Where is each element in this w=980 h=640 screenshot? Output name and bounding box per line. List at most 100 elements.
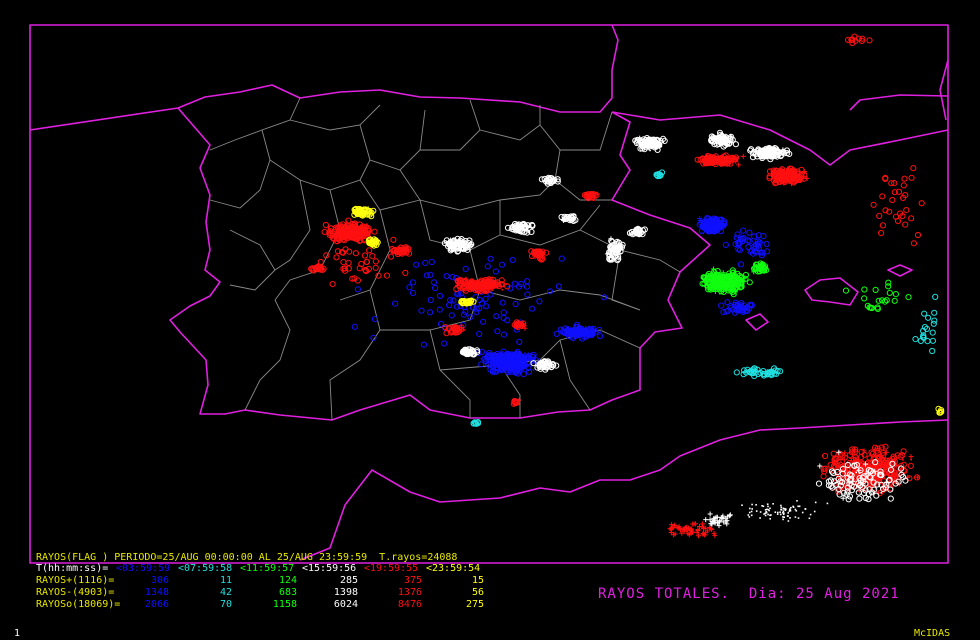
strike-marker [428,258,435,266]
strike-marker [738,288,741,290]
strike-marker [504,360,511,367]
strike-marker [368,209,375,216]
strike-marker [676,524,682,530]
strike-marker [908,215,915,222]
period-segment-4: <15:59:56 [302,563,357,574]
strike-marker [775,153,778,156]
strike-marker [526,368,533,375]
strike-marker [351,323,358,330]
strike-marker [463,350,470,358]
strike-marker [907,462,914,469]
strike-marker [782,513,785,516]
strike-marker [846,480,853,487]
strike-marker [669,522,675,528]
strike-marker [889,460,896,467]
strike-marker [705,286,712,293]
strike-marker [774,177,776,180]
strike-marker [703,517,709,523]
strike-marker [469,304,477,311]
strike-marker [892,291,900,298]
strike-marker [880,492,883,494]
strike-marker [784,509,787,511]
strike-marker [913,474,921,481]
strike-marker [317,265,325,273]
strike-marker [938,408,945,415]
strike-marker [530,226,533,229]
strike-marker [883,449,889,455]
strike-marker [476,305,483,312]
strike-marker [340,265,347,272]
strike-marker [457,330,460,333]
strike-marker [900,448,907,455]
strike-marker [902,459,904,461]
strike-marker [550,366,553,368]
strike-marker [608,237,615,245]
strike-marker [783,512,785,514]
strike-marker [790,506,792,509]
strike-marker [881,298,889,305]
strike-marker [772,503,774,505]
strike-marker [418,307,425,314]
strike-marker [427,296,434,304]
strike-marker [766,503,769,505]
strike-marker [718,132,726,139]
strike-marker [513,225,521,232]
strike-marker [872,485,874,487]
strike-marker [701,274,708,281]
strike-marker [707,273,714,280]
strike-marker [732,141,740,148]
strike-marker [446,325,453,332]
strike-marker [713,225,720,232]
strike-marker [779,513,782,516]
strike-marker [544,180,551,187]
period-segment-5: <19:59:55 [364,563,419,574]
strike-marker [848,487,856,494]
strike-marker [471,419,478,426]
strike-marker [861,295,868,302]
strike-marker [740,227,747,234]
strike-marker [740,371,747,378]
strike-marker [334,248,342,255]
strike-marker [885,279,892,286]
strike-marker [859,461,862,463]
strike-marker [842,287,850,294]
map-frame [29,24,949,564]
strike-marker [751,503,753,506]
strike-marker [910,458,912,461]
strike-marker [792,506,795,508]
region-border [559,339,591,411]
strike-marker [897,453,904,460]
strike-marker [461,282,468,289]
strike-marker [721,220,728,228]
strike-marker [780,147,786,153]
strike-marker [848,472,855,479]
strike-marker [562,325,569,332]
strike-marker [493,356,501,363]
strike-marker [473,305,480,312]
strike-marker [844,488,851,495]
region-border [539,111,613,151]
strike-marker [895,478,902,485]
strike-marker [462,308,469,315]
strike-marker [719,292,721,295]
period-header: RAYOS(FLAG ) PERIODO=25/AUG 00:00:00 AL … [36,552,458,563]
strike-marker [339,229,346,236]
strike-marker [361,252,368,259]
strike-marker [523,283,531,290]
strike-marker [834,462,841,469]
strike-marker [759,511,762,513]
strike-marker [660,143,662,146]
region-border [380,289,481,331]
strike-marker [484,353,491,360]
strike-marker [929,347,936,355]
strike-marker [873,447,880,454]
strike-marker [799,180,802,183]
strike-marker [510,369,513,372]
strike-marker [887,486,894,493]
strike-marker [879,222,887,229]
strike-marker [704,284,706,287]
strike-marker [910,165,917,172]
strike-marker [781,172,783,175]
strike-marker [362,227,369,234]
strike-marker [728,272,735,279]
